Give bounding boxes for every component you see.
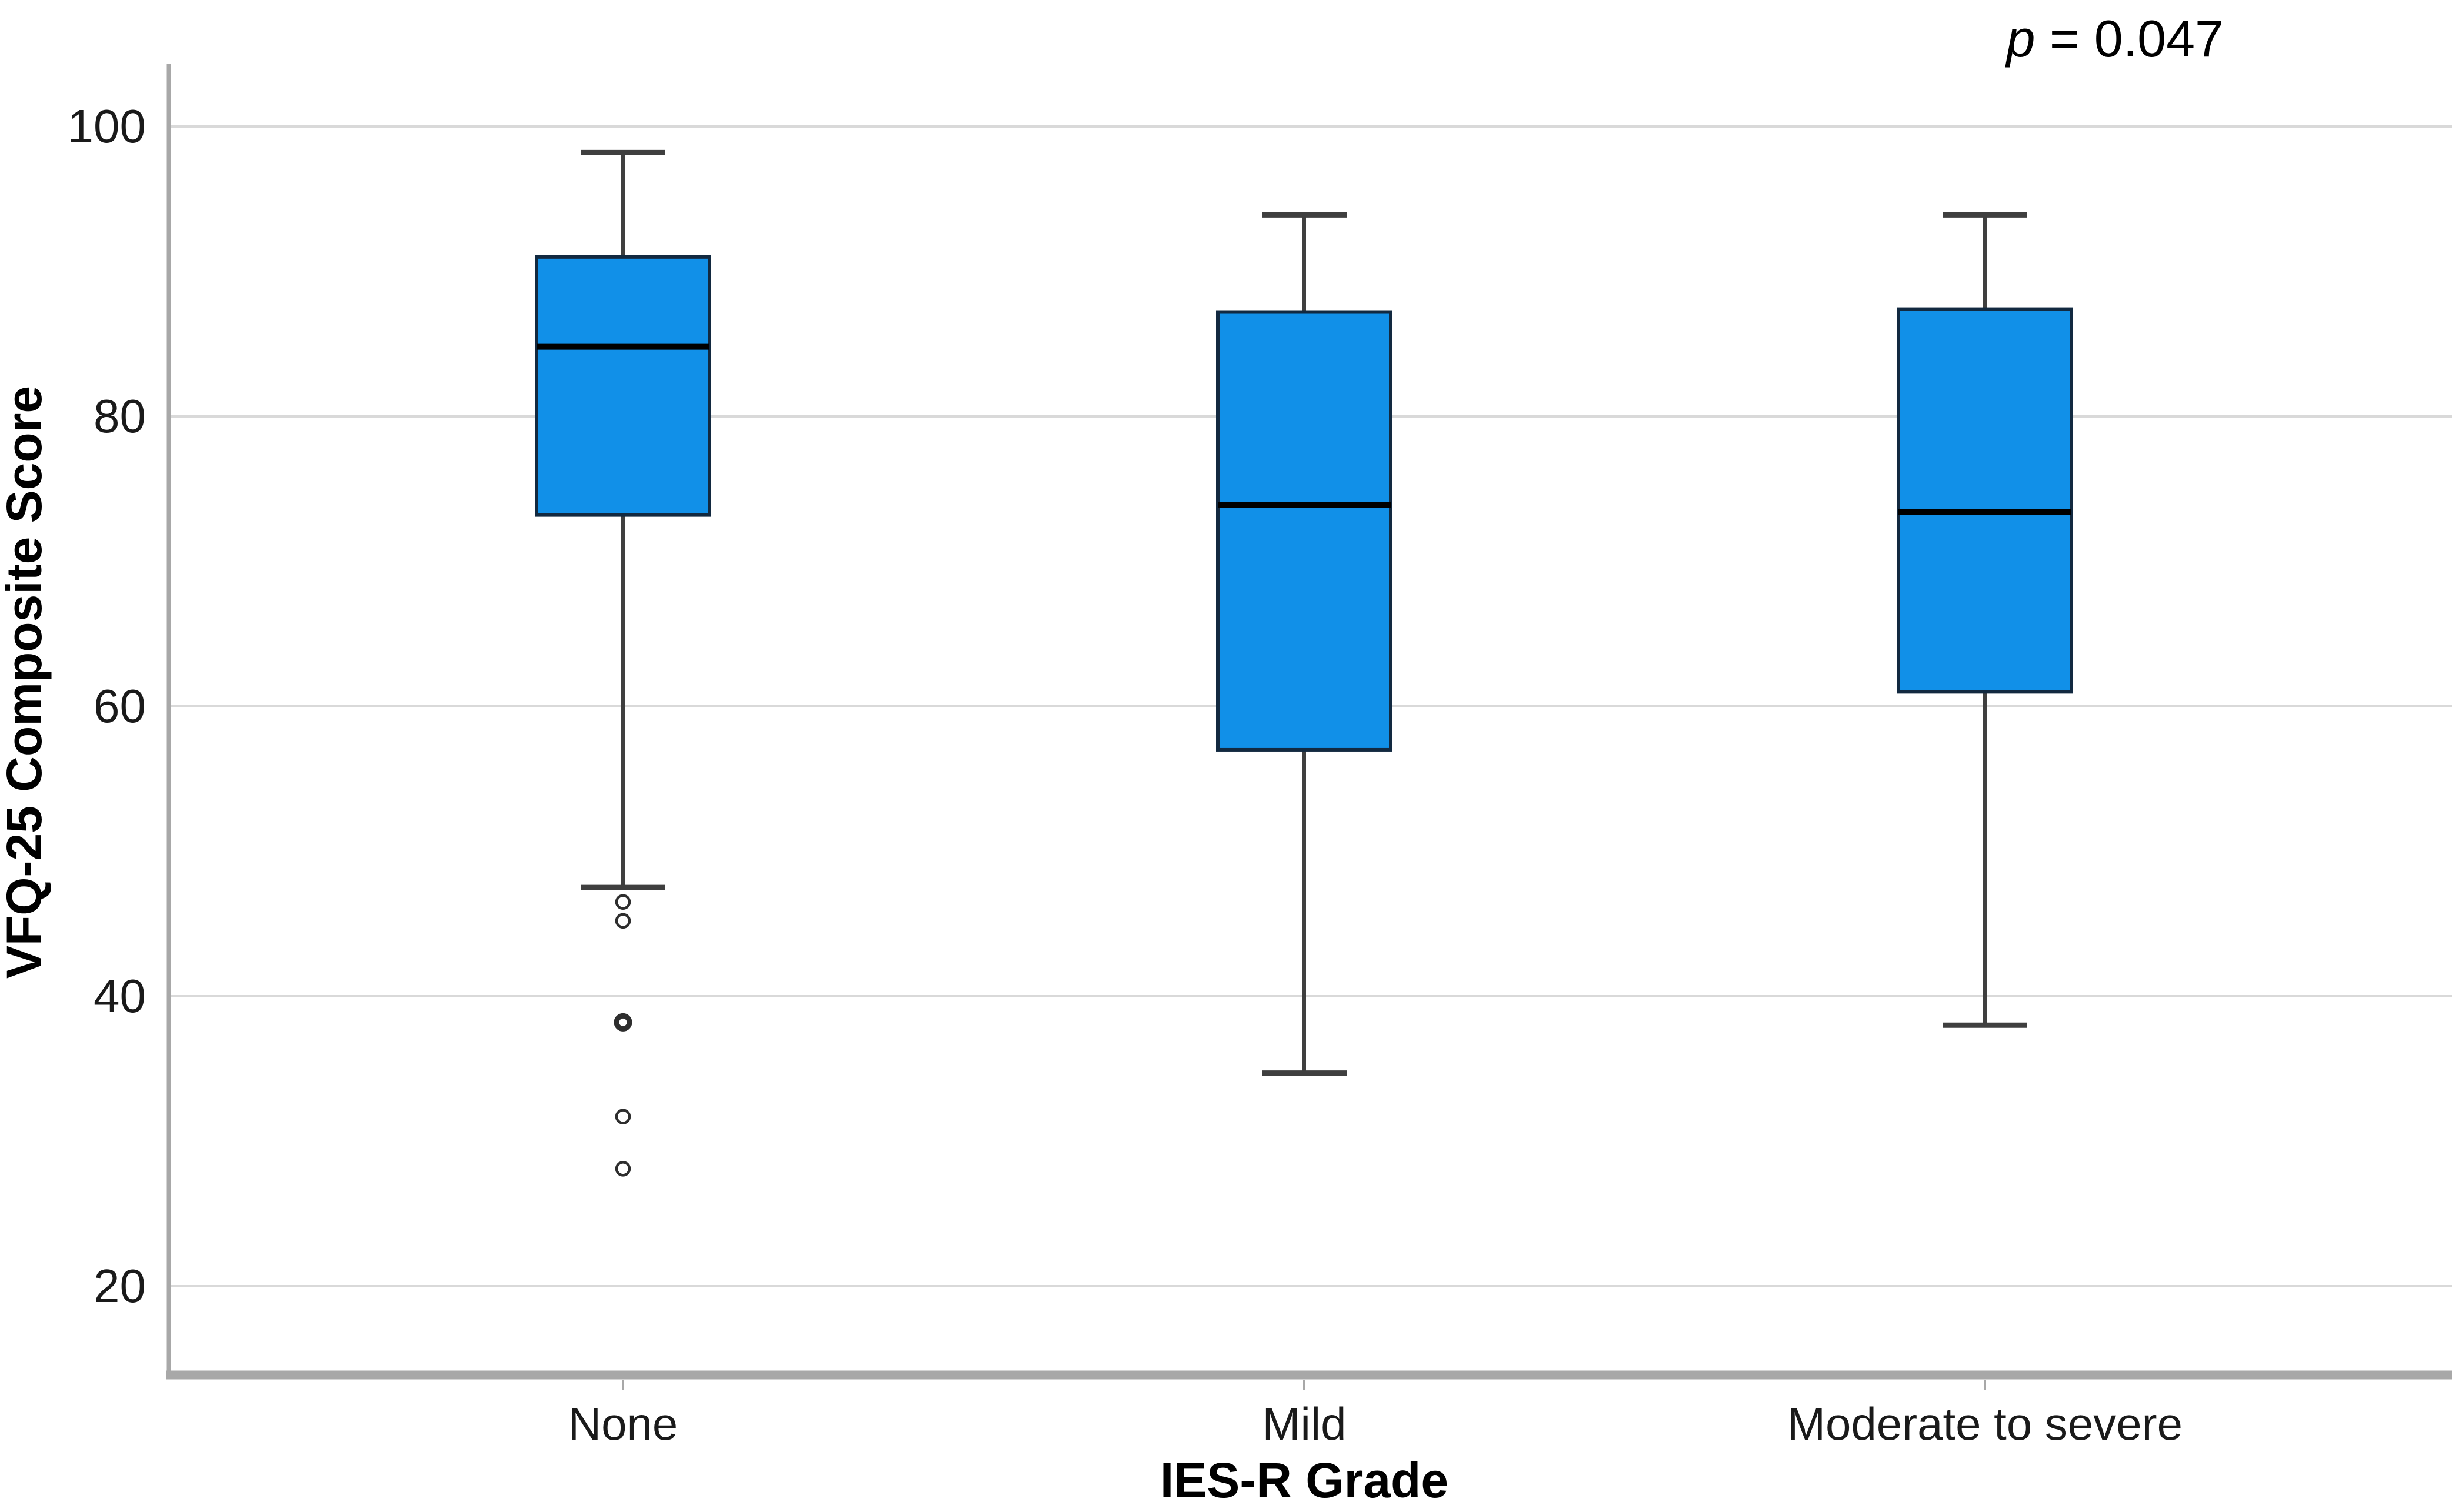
outlier-circle xyxy=(615,1161,631,1177)
box-group-moderate-to-severe: Moderate to severe xyxy=(1787,212,2183,1450)
box-rect xyxy=(1897,307,2073,694)
box-rect xyxy=(1216,310,1392,752)
box-group-mild: Mild xyxy=(1216,212,1392,1450)
y-axis-title: VFQ-25 Composite Score xyxy=(0,386,52,979)
y-tick-label-40: 40 xyxy=(94,970,146,1022)
outlier-circle xyxy=(615,894,631,910)
category-label-mild: Mild xyxy=(1262,1398,1346,1450)
x-axis-title: IES-R Grade xyxy=(1160,1453,1448,1508)
outlier-circle xyxy=(615,913,631,929)
category-label-moderate-to-severe: Moderate to severe xyxy=(1787,1398,2183,1450)
box-rect xyxy=(535,255,711,517)
box-group-none: None xyxy=(535,149,711,1450)
p-value-annotation: p = 0.047 xyxy=(2005,9,2224,68)
outlier-circle xyxy=(615,1109,631,1124)
y-tick-label-20: 20 xyxy=(94,1260,146,1312)
p-symbol: p xyxy=(2005,9,2035,68)
category-label-none: None xyxy=(568,1398,678,1450)
outlier-circle xyxy=(614,1013,632,1032)
y-tick-label-60: 60 xyxy=(94,680,146,732)
p-value-text: = 0.047 xyxy=(2035,9,2224,68)
y-tick-label-80: 80 xyxy=(94,390,146,442)
y-tick-label-100: 100 xyxy=(68,100,146,152)
